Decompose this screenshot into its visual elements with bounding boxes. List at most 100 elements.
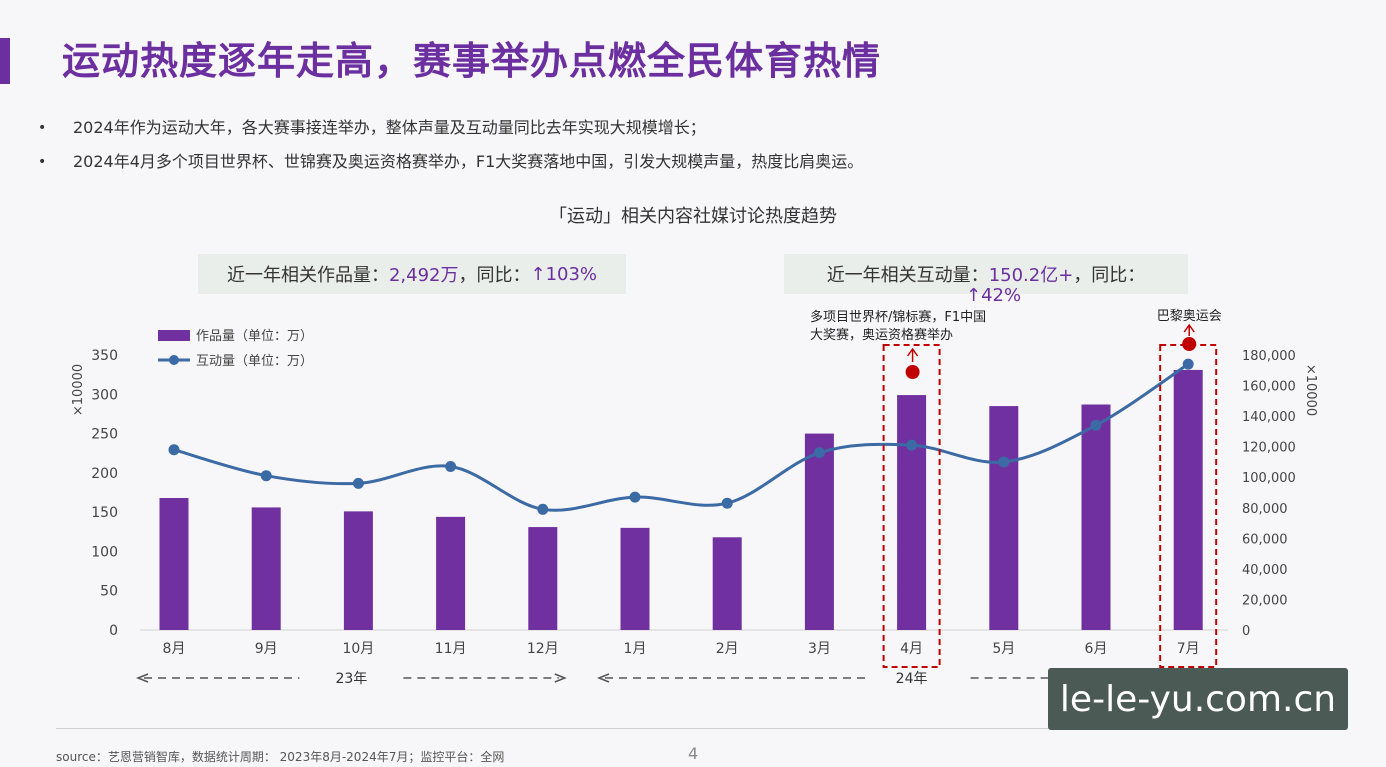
- bar-works: [343, 511, 373, 630]
- highlight-box: [882, 344, 941, 668]
- bar-works: [528, 527, 558, 630]
- annotation-text: 多项目世界杯/锦标赛，F1中国: [810, 309, 986, 325]
- line-point-interactions: [813, 447, 825, 459]
- bullet-item: • 2024年作为运动大年，各大赛事接连举办，整体声量及互动量同比去年实现大规模…: [38, 114, 863, 148]
- x-axis-tick-label: 10月: [342, 641, 374, 657]
- x-axis-tick-label: 5月: [992, 641, 1015, 657]
- annotation-arrowhead: [1183, 323, 1195, 333]
- bar-works: [251, 507, 281, 630]
- bullet-list: • 2024年作为运动大年，各大赛事接连举办，整体声量及互动量同比去年实现大规模…: [38, 114, 863, 182]
- right-axis-tick-label: 160,000: [1242, 380, 1296, 395]
- right-axis-tick-label: 20,000: [1242, 593, 1288, 608]
- line-point-interactions: [445, 461, 457, 473]
- kpi-interaction-value: 150.2亿+: [988, 265, 1074, 286]
- legend-label-interactions: 互动量（单位：万）: [196, 354, 313, 369]
- right-axis-tick-label: 180,000: [1242, 349, 1296, 364]
- line-point-interactions: [352, 477, 364, 489]
- left-axis-tick-label: 250: [91, 427, 118, 443]
- kpi-interaction-change: ↑42%: [966, 285, 1022, 306]
- left-axis-unit: ×10000: [71, 364, 86, 416]
- page-number: 4: [688, 744, 699, 763]
- right-axis-tick-label: 60,000: [1242, 532, 1288, 547]
- line-point-interactions: [1182, 358, 1194, 370]
- kpi-works-box: 近一年相关作品量： 2,492万 ，同比： ↑103%: [198, 254, 626, 294]
- bar-works: [1173, 369, 1203, 630]
- kpi-interaction-label: 近一年相关互动量：: [826, 265, 989, 286]
- year-range-arrow-left: [596, 673, 610, 683]
- x-axis-tick-label: 11月: [435, 641, 467, 657]
- x-axis-tick-label: 12月: [527, 641, 559, 657]
- kpi-works-change: ↑103%: [530, 263, 598, 285]
- annotation-arrowhead: [906, 347, 919, 357]
- line-point-interactions: [721, 497, 733, 509]
- year-label: 24年: [896, 671, 928, 687]
- kpi-interaction-mid: ，同比：: [1073, 265, 1146, 286]
- right-axis-tick-label: 100,000: [1242, 471, 1296, 486]
- legend-label-works: 作品量（单位：万）: [196, 329, 313, 344]
- legend-swatch-works: [158, 330, 190, 341]
- bar-works: [436, 516, 466, 630]
- highlight-box: [1159, 344, 1218, 668]
- highlight-marker: [1182, 337, 1197, 351]
- line-point-interactions: [537, 503, 549, 515]
- x-axis-tick-label: 3月: [808, 641, 831, 657]
- line-point-interactions: [998, 456, 1010, 468]
- x-axis-tick-label: 7月: [1177, 641, 1200, 657]
- year-range-arrow-right: [554, 673, 567, 683]
- x-axis-tick-label: 1月: [624, 641, 647, 657]
- line-interactions: [173, 362, 1190, 512]
- x-axis-tick-label: 2月: [716, 641, 739, 657]
- right-axis-tick-label: 40,000: [1242, 563, 1288, 578]
- watermark: le-le-yu.com.cn: [1048, 668, 1348, 730]
- left-axis-tick-label: 350: [91, 348, 118, 364]
- x-axis-tick-label: 4月: [900, 641, 923, 657]
- left-axis-tick-label: 150: [91, 505, 118, 521]
- bar-works: [1081, 404, 1111, 630]
- line-point-interactions: [1090, 419, 1102, 431]
- kpi-works-mid: ，同比：: [458, 265, 531, 286]
- kpi-interaction-box: 近一年相关互动量： 150.2亿+ ，同比：: [784, 254, 1188, 294]
- page-title: 运动热度逐年走高，赛事举办点燃全民体育热情: [62, 39, 882, 83]
- bar-works: [159, 498, 189, 630]
- bar-works: [804, 433, 834, 630]
- kpi-works-label: 近一年相关作品量：: [226, 265, 389, 286]
- footer-divider: [56, 728, 1150, 729]
- year-label: 23年: [335, 671, 367, 687]
- right-axis-tick-label: 80,000: [1242, 502, 1288, 517]
- bullet-text: 2024年作为运动大年，各大赛事接连举办，整体声量及互动量同比去年实现大规模增长…: [73, 118, 706, 137]
- line-point-interactions: [906, 439, 918, 451]
- bullet-symbol: •: [38, 154, 47, 170]
- right-axis-tick-label: 140,000: [1242, 410, 1296, 425]
- bar-works: [620, 527, 650, 630]
- left-axis-tick-label: 50: [100, 584, 118, 600]
- highlight-marker: [905, 365, 920, 379]
- line-point-interactions: [260, 470, 272, 482]
- bullet-item: • 2024年4月多个项目世界杯、世锦赛及奥运资格赛举办，F1大奖赛落地中国，引…: [38, 148, 863, 182]
- annotation-text: 巴黎奥运会: [1157, 309, 1222, 324]
- bullet-text: 2024年4月多个项目世界杯、世锦赛及奥运资格赛举办，F1大奖赛落地中国，引发大…: [73, 152, 864, 171]
- annotation-text: 大奖赛，奥运资格赛举办: [810, 327, 953, 343]
- bar-works: [897, 395, 927, 630]
- source-note: source：艺恩营销智库，数据统计周期： 2023年8月-2024年7月；监控…: [56, 750, 505, 764]
- title-accent-bar: [0, 38, 10, 84]
- bar-works: [989, 406, 1019, 630]
- right-axis-tick-label: 120,000: [1242, 441, 1296, 456]
- year-range-arrow-left: [135, 673, 149, 683]
- line-point-interactions: [629, 491, 641, 503]
- x-axis-tick-label: 6月: [1085, 641, 1108, 657]
- legend-swatch-point-interactions: [169, 355, 179, 365]
- left-axis-tick-label: 0: [109, 623, 118, 639]
- bullet-symbol: •: [38, 120, 47, 136]
- left-axis-tick-label: 300: [91, 387, 118, 403]
- kpi-works-value: 2,492万: [388, 265, 459, 286]
- left-axis-tick-label: 100: [91, 544, 118, 560]
- chart-title: 「运动」相关内容社媒讨论热度趋势: [549, 206, 837, 227]
- line-point-interactions: [168, 444, 180, 456]
- x-axis-tick-label: 8月: [163, 641, 186, 657]
- right-axis-tick-label: 0: [1242, 624, 1250, 639]
- bar-works: [712, 537, 742, 630]
- x-axis-tick-label: 9月: [255, 641, 278, 657]
- right-axis-unit: ×10000: [1303, 364, 1318, 416]
- left-axis-tick-label: 200: [91, 466, 118, 482]
